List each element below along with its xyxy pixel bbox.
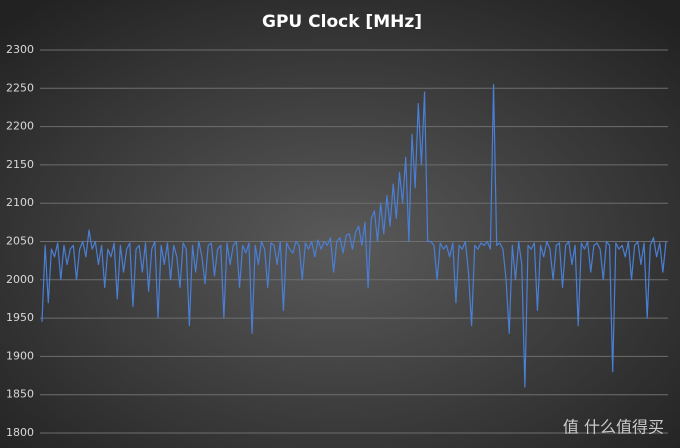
y-tick-label: 2300 xyxy=(6,43,34,56)
y-tick-label: 2150 xyxy=(6,158,34,171)
watermark: 值 什么值得买 xyxy=(563,418,664,437)
y-tick-label: 1800 xyxy=(6,426,34,439)
line xyxy=(41,83,667,388)
y-tick-label: 2200 xyxy=(6,120,34,133)
y-tick-label: 1900 xyxy=(6,349,34,362)
y-tick-label: 2250 xyxy=(6,81,34,94)
y-tick-label: 2050 xyxy=(6,235,34,248)
y-tick-label: 2100 xyxy=(6,196,34,209)
y-tick-label: 1950 xyxy=(6,311,34,324)
y-tick-label: 1850 xyxy=(6,388,34,401)
y-tick-label: 2000 xyxy=(6,273,34,286)
chart-title: GPU Clock [MHz] xyxy=(262,12,422,32)
